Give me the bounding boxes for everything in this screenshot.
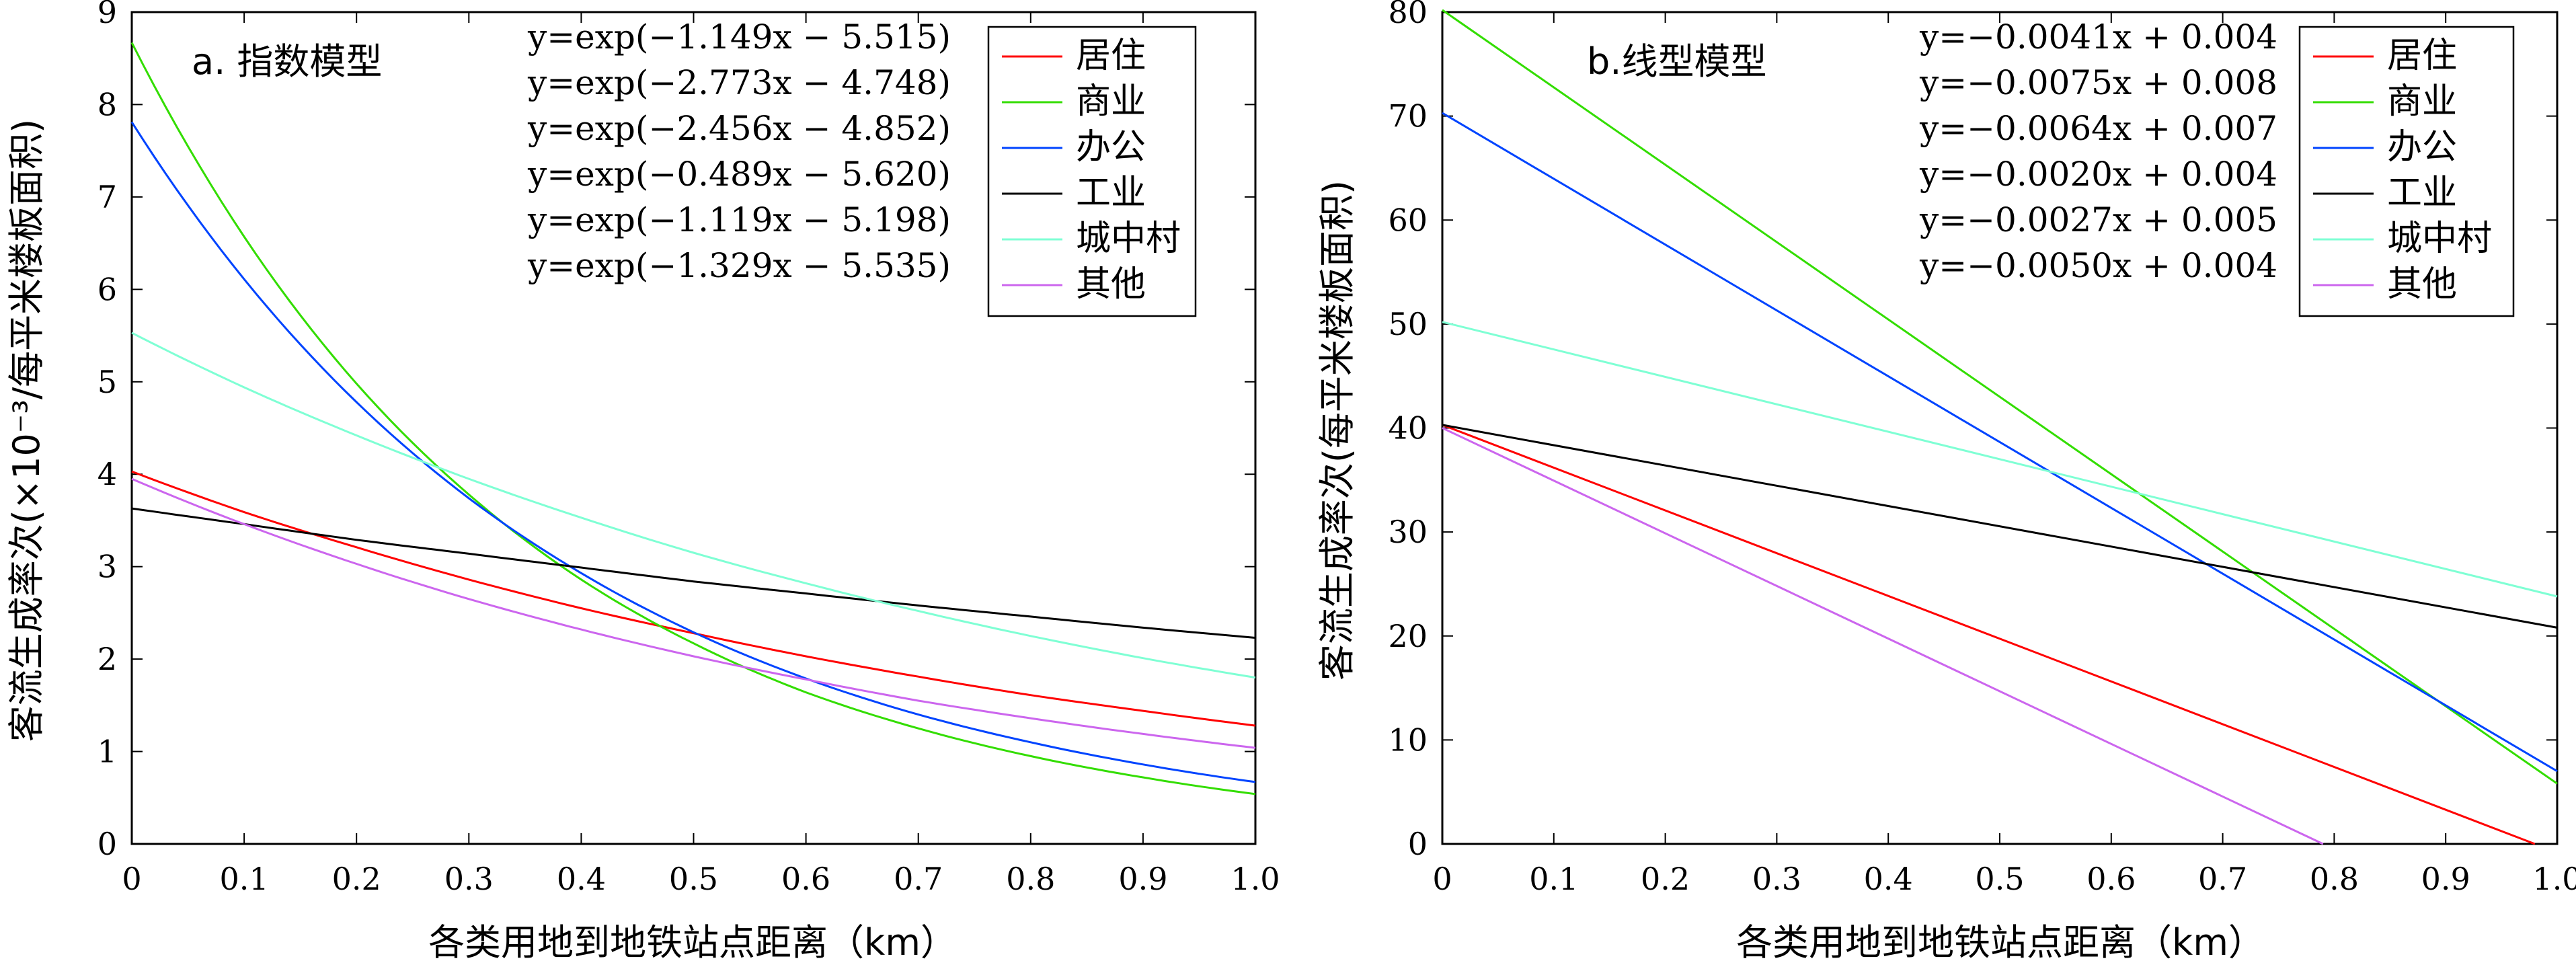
x-tick-label: 0.1 <box>1529 861 1578 897</box>
equation-label: y=exp(−2.773x − 4.748) <box>527 63 951 102</box>
equation-label: y=exp(−1.149x − 5.515) <box>527 17 951 56</box>
y-tick-label: 2 <box>97 641 117 677</box>
legend-label: 城中村 <box>2387 219 2492 259</box>
series-line-居住 <box>1442 424 2536 845</box>
legend-label: 办公 <box>2387 127 2457 167</box>
x-tick-label: 1.0 <box>2532 861 2576 897</box>
x-axis-label: 各类用地到地铁站点距离（km） <box>1736 921 2265 964</box>
y-tick-label: 60 <box>1388 202 1428 238</box>
legend-label: 工业 <box>1076 173 1146 213</box>
legend-label: 办公 <box>1076 127 1146 167</box>
y-tick-label: 20 <box>1388 618 1428 654</box>
y-tick-label: 4 <box>97 456 117 492</box>
legend-label: 工业 <box>2387 173 2457 213</box>
series-line-工业 <box>1442 424 2558 629</box>
y-tick-label: 70 <box>1388 98 1428 134</box>
series-line-办公 <box>130 121 1256 783</box>
x-tick-label: 0.3 <box>444 861 494 897</box>
legend-label: 居住 <box>2387 36 2457 76</box>
equation-label: y=−0.0064x + 0.007 <box>1919 109 2277 148</box>
x-tick-label: 0.5 <box>669 861 718 897</box>
x-tick-label: 0.5 <box>1975 861 2024 897</box>
equation-label: y=exp(−1.119x − 5.198) <box>527 200 951 239</box>
series-line-工业 <box>131 507 1256 639</box>
x-tick-label: 0.4 <box>1864 861 1913 897</box>
chart-panel-exponential: 0 0.1 0.2 0.3 0.4 0.5 0.6 0.7 0.8 0.9 1.0 0 1 2 3 4 5 6 7 8… <box>5 0 1280 964</box>
equation-label: y=−0.0075x + 0.008 <box>1919 63 2277 102</box>
legend-label: 商业 <box>2387 81 2457 122</box>
chart-panel-linear: 0 0.1 0.2 0.3 0.4 0.5 0.6 0.7 0.8 0.9 1.0 0 10 20 30 40… <box>1316 0 2576 964</box>
series-line-办公 <box>1442 112 2558 773</box>
legend-label: 城中村 <box>1076 219 1181 259</box>
y-tick-label: 9 <box>97 0 117 30</box>
y-tick-label: 7 <box>97 179 117 215</box>
series-line-居住 <box>131 470 1256 727</box>
y-tick-label: 3 <box>97 549 117 585</box>
equation-label: y=exp(−0.489x − 5.620) <box>527 155 951 194</box>
y-axis-label: 客流生成率次(每平米楼板面积) <box>1316 180 1358 681</box>
x-tick-label: 0.2 <box>1641 861 1690 897</box>
x-tick-label: 0.3 <box>1752 861 1801 897</box>
y-axis-label: 客流生成率次(×10⁻³/每平米楼板面积) <box>5 119 48 742</box>
series-line-商业 <box>1442 9 2558 785</box>
x-tick-label: 0 <box>122 861 141 897</box>
series-line-其他 <box>131 477 1256 749</box>
y-tick-label: 80 <box>1388 0 1428 30</box>
y-tick-label: 30 <box>1388 514 1428 550</box>
series-line-其他 <box>1442 427 2324 845</box>
x-tick-label: 1.0 <box>1231 861 1280 897</box>
series-line-城中村 <box>131 332 1256 679</box>
x-tick-label: 0.6 <box>781 861 830 897</box>
y-tick-label: 0 <box>1408 826 1428 862</box>
chart-title: a. 指数模型 <box>192 40 382 83</box>
x-tick-label: 0.1 <box>220 861 269 897</box>
x-tick-label: 0.2 <box>332 861 381 897</box>
x-tick-label: 0.7 <box>2198 861 2247 897</box>
equation-label: y=−0.0027x + 0.005 <box>1919 200 2277 239</box>
legend-box <box>2298 26 2515 317</box>
x-tick-label: 0.8 <box>1006 861 1055 897</box>
x-tick-label: 0.9 <box>2421 861 2470 897</box>
equation-label: y=exp(−1.329x − 5.535) <box>527 246 951 285</box>
legend-label: 商业 <box>1076 81 1146 122</box>
x-axis-label: 各类用地到地铁站点距离（km） <box>428 921 957 964</box>
equation-label: y=−0.0020x + 0.004 <box>1919 155 2277 194</box>
y-tick-label: 1 <box>97 734 117 770</box>
series-line-商业 <box>130 42 1256 796</box>
x-tick-label: 0.6 <box>2086 861 2136 897</box>
x-tick-label: 0.7 <box>894 861 943 897</box>
series-line-城中村 <box>1442 321 2558 598</box>
x-tick-label: 0.4 <box>557 861 606 897</box>
legend-label: 居住 <box>1076 36 1146 76</box>
legend-box <box>987 26 1197 317</box>
equation-label: y=−0.0050x + 0.004 <box>1919 246 2277 285</box>
y-tick-label: 10 <box>1388 722 1428 758</box>
y-tick-label: 40 <box>1388 410 1428 447</box>
x-tick-label: 0.9 <box>1118 861 1167 897</box>
y-tick-label: 6 <box>97 271 117 307</box>
y-tick-label: 50 <box>1388 306 1428 342</box>
chart-title: b.线型模型 <box>1587 40 1766 83</box>
legend-label: 其他 <box>2387 264 2457 305</box>
equation-label: y=−0.0041x + 0.004 <box>1919 17 2277 56</box>
x-tick-label: 0.8 <box>2310 861 2359 897</box>
equation-label: y=exp(−2.456x − 4.852) <box>527 109 951 148</box>
x-tick-label: 0 <box>1432 861 1452 897</box>
y-tick-label: 0 <box>97 826 117 862</box>
y-tick-label: 8 <box>97 86 117 122</box>
legend-label: 其他 <box>1076 264 1146 305</box>
y-tick-label: 5 <box>97 364 117 400</box>
